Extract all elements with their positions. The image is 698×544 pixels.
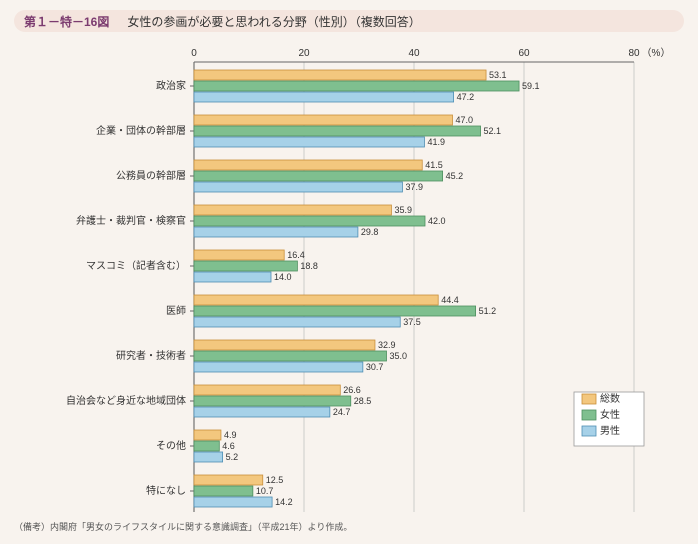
bar (194, 362, 363, 372)
category-label: マスコミ（記者含む） (86, 259, 186, 272)
bar (194, 216, 425, 226)
bar (194, 250, 284, 260)
value-label: 30.7 (366, 362, 384, 372)
bar (194, 407, 330, 417)
bar (194, 92, 454, 102)
value-label: 26.6 (343, 385, 361, 395)
bar (194, 441, 219, 451)
bar (194, 182, 402, 192)
bar (194, 295, 438, 305)
value-label: 37.9 (405, 182, 423, 192)
bar (194, 261, 297, 271)
category-label: 企業・団体の幹部層 (96, 124, 186, 137)
value-label: 52.1 (484, 126, 502, 136)
chart-container: 0 20 40 60 80（%） 政治家 53.1 59.1 47.2 企業・団体の幹部層 47.0… (14, 40, 684, 518)
category-label: 研究者・技術者 (116, 349, 186, 362)
bar (194, 452, 223, 462)
bar (194, 396, 351, 406)
category-label: 公務員の幹部層 (116, 169, 186, 182)
legend-label: 男性 (600, 424, 620, 437)
bar (194, 430, 221, 440)
legend-swatch (582, 410, 596, 420)
value-label: 32.9 (378, 340, 396, 350)
value-label: 24.7 (333, 407, 351, 417)
category-label: 医師 (166, 304, 186, 317)
value-label: 53.1 (489, 70, 507, 80)
value-label: 47.0 (456, 115, 474, 125)
x-tick-label: 20 (298, 48, 310, 59)
figure-id: 第１－特－16図 (24, 13, 109, 30)
value-label: 42.0 (428, 216, 446, 226)
bar (194, 306, 476, 316)
bar (194, 171, 443, 181)
bar (194, 317, 400, 327)
value-label: 10.7 (256, 486, 274, 496)
x-tick-label: 0 (191, 48, 197, 59)
bar (194, 115, 453, 125)
bar (194, 70, 486, 80)
value-label: 4.6 (222, 441, 235, 451)
value-label: 45.2 (446, 171, 464, 181)
bar (194, 81, 519, 91)
bar (194, 486, 253, 496)
x-tick-label: 40 (408, 48, 420, 59)
bar (194, 205, 391, 215)
value-label: 35.0 (390, 351, 408, 361)
legend-swatch (582, 394, 596, 404)
footnote: （備考）内閣府「男女のライフスタイルに関する意識調査」（平成21年）より作成。 (14, 520, 684, 533)
value-label: 41.9 (427, 137, 445, 147)
bar (194, 385, 340, 395)
value-label: 16.4 (287, 250, 305, 260)
value-label: 47.2 (457, 92, 475, 102)
value-label: 14.0 (274, 272, 292, 282)
bar (194, 272, 271, 282)
x-tick-label: 80 (628, 48, 640, 59)
value-label: 51.2 (479, 306, 497, 316)
value-label: 35.9 (394, 205, 412, 215)
value-label: 59.1 (522, 81, 540, 91)
value-label: 12.5 (266, 475, 284, 485)
figure-title: 女性の参画が必要と思われる分野（性別）（複数回答） (127, 13, 420, 30)
category-label: 自治会など身近な地域団体 (66, 394, 186, 407)
value-label: 14.2 (275, 497, 293, 507)
bar (194, 227, 358, 237)
value-label: 41.5 (425, 160, 443, 170)
bar (194, 497, 272, 507)
legend-label: 女性 (600, 408, 620, 421)
x-unit-label: （%） (642, 47, 671, 59)
bar (194, 351, 387, 361)
value-label: 18.8 (300, 261, 318, 271)
legend-label: 総数 (600, 392, 620, 405)
value-label: 28.5 (354, 396, 372, 406)
bar (194, 475, 263, 485)
figure-title-bar: 第１－特－16図 女性の参画が必要と思われる分野（性別）（複数回答） (14, 10, 684, 32)
value-label: 37.5 (403, 317, 421, 327)
bar-chart: 0 20 40 60 80（%） 政治家 53.1 59.1 47.2 企業・団体の幹部層 47.0… (14, 40, 684, 518)
value-label: 5.2 (226, 452, 239, 462)
x-tick-label: 60 (518, 48, 530, 59)
page-root: 第１－特－16図 女性の参画が必要と思われる分野（性別）（複数回答） 0 20 40… (0, 0, 698, 544)
category-label: 弁護士・裁判官・検察官 (76, 214, 186, 227)
category-label: 特になし (146, 485, 186, 497)
value-label: 44.4 (441, 295, 459, 305)
value-label: 4.9 (224, 430, 237, 440)
bar (194, 160, 422, 170)
bar (194, 137, 424, 147)
bar (194, 126, 481, 136)
value-label: 29.8 (361, 227, 379, 237)
category-label: その他 (156, 439, 186, 452)
category-label: 政治家 (156, 79, 186, 92)
bar (194, 340, 375, 350)
legend-swatch (582, 426, 596, 436)
